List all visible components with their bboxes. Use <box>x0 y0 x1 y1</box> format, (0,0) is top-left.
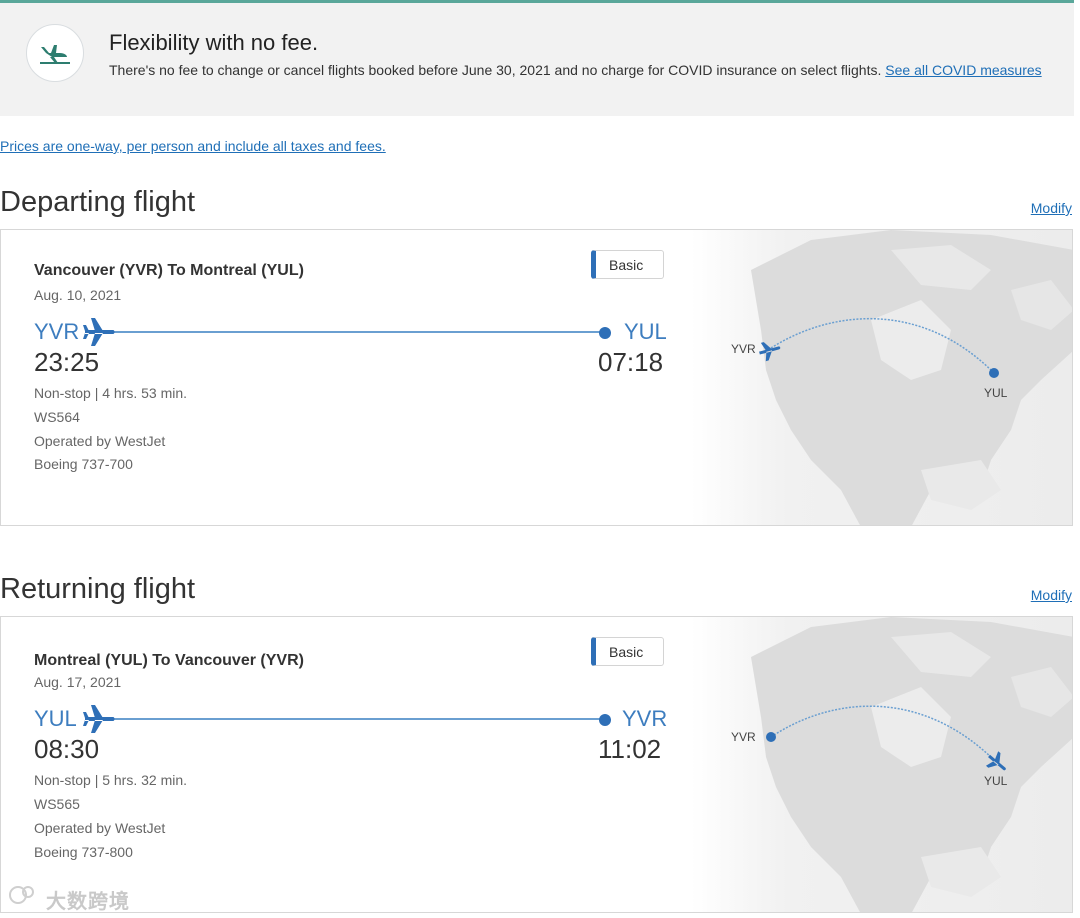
map-graphic <box>691 230 1072 525</box>
arrival-time: 07:18 <box>598 347 664 377</box>
route-title: Montreal (YUL) To Vancouver (YVR) <box>34 652 304 669</box>
covid-measures-link[interactable]: See all COVID measures <box>885 62 1042 78</box>
flight-line <box>106 718 606 720</box>
destination-code: YUL <box>624 319 667 344</box>
origin-code: YUL <box>34 706 77 731</box>
modify-returning-button[interactable]: Modify <box>1030 587 1072 603</box>
flight-operator: Operated by WestJet <box>34 433 166 449</box>
arrival-time: 11:02 <box>598 734 662 764</box>
map-origin-label: YVR <box>731 342 756 356</box>
departure-time: 23:25 <box>34 347 100 377</box>
destination-dot <box>599 714 611 726</box>
departure-time: 08:30 <box>34 734 100 764</box>
route-title: Vancouver (YVR) To Montreal (YUL) <box>34 262 304 279</box>
flight-number: WS564 <box>34 409 80 425</box>
flight-date: Aug. 10, 2021 <box>34 287 122 303</box>
returning-flight-card: Montreal (YUL) To Vancouver (YVR) Aug. 1… <box>0 616 1073 913</box>
departing-flight-card: Vancouver (YVR) To Montreal (YUL) Aug. 1… <box>0 229 1073 526</box>
fare-badge: Basic <box>591 637 664 666</box>
aircraft-type: Boeing 737-700 <box>34 456 133 472</box>
route-map: YVR YUL <box>691 617 1072 912</box>
flight-duration: Non-stop | 5 hrs. 32 min. <box>34 772 188 788</box>
airplane-icon <box>83 318 115 346</box>
watermark-text: 大数跨境 <box>46 891 130 913</box>
banner-message: There's no fee to change or cancel fligh… <box>109 62 882 78</box>
flight-number: WS565 <box>34 796 80 812</box>
flight-operator: Operated by WestJet <box>34 820 166 836</box>
watermark-logo-icon <box>9 886 34 904</box>
flight-duration: Non-stop | 4 hrs. 53 min. <box>34 385 188 401</box>
fare-badge: Basic <box>591 250 664 279</box>
origin-code: YVR <box>34 319 80 344</box>
banner-text: There's no fee to change or cancel fligh… <box>109 61 1049 79</box>
prices-note-link[interactable]: Prices are one-way, per person and inclu… <box>0 138 386 154</box>
flight-line <box>106 331 606 333</box>
covid-banner: Flexibility with no fee. There's no fee … <box>0 0 1074 116</box>
plane-landing-icon <box>26 24 84 82</box>
airplane-icon <box>83 705 115 733</box>
fare-badge-label: Basic <box>609 257 644 273</box>
aircraft-type: Boeing 737-800 <box>34 844 133 860</box>
map-destination-label: YUL <box>984 386 1008 400</box>
returning-section-title: Returning flight <box>0 573 196 605</box>
departing-section-title: Departing flight <box>0 186 196 218</box>
destination-dot <box>599 327 611 339</box>
map-graphic <box>691 617 1072 912</box>
banner-title: Flexibility with no fee. <box>109 30 319 55</box>
destination-code: YVR <box>622 706 668 731</box>
map-destination-label: YUL <box>984 774 1008 788</box>
map-origin-label: YVR <box>731 730 756 744</box>
modify-departing-button[interactable]: Modify <box>1030 200 1072 216</box>
route-map: YVR YUL <box>691 230 1072 525</box>
fare-badge-label: Basic <box>609 644 644 660</box>
flight-date: Aug. 17, 2021 <box>34 674 122 690</box>
